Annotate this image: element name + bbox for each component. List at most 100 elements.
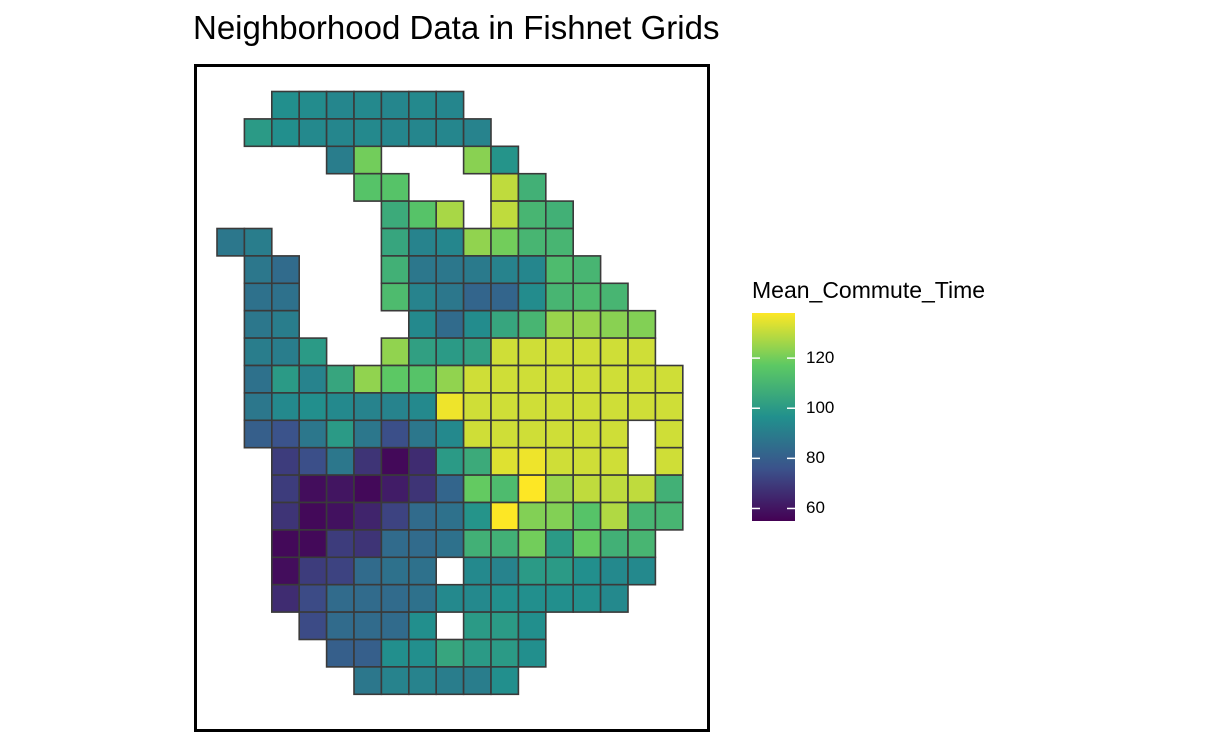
chart-title: Neighborhood Data in Fishnet Grids — [193, 9, 720, 46]
grid-cell — [435, 666, 465, 696]
grid-cell — [407, 255, 437, 285]
grid-cell — [490, 200, 520, 230]
grid-cell — [544, 474, 574, 504]
grid-cell — [435, 583, 465, 613]
grid-cell — [435, 309, 465, 339]
grid-cell — [270, 309, 300, 339]
grid-cell — [270, 392, 300, 422]
grid-cell — [353, 118, 383, 148]
grid-cell — [654, 501, 684, 531]
grid-cell — [572, 583, 602, 613]
grid-cell — [353, 90, 383, 120]
grid-cell — [325, 419, 355, 449]
grid-cell — [270, 90, 300, 120]
grid-cell — [243, 364, 273, 394]
grid-cell — [599, 419, 629, 449]
grid-cell — [435, 529, 465, 559]
grid-cell — [544, 583, 574, 613]
grid-cell — [435, 282, 465, 312]
grid-cell — [572, 419, 602, 449]
grid-cell — [270, 556, 300, 586]
grid-cell — [407, 419, 437, 449]
grid-cell — [627, 556, 657, 586]
grid-cell — [572, 474, 602, 504]
grid-cell — [380, 118, 410, 148]
grid-cell — [353, 638, 383, 668]
legend-tick-label: 100 — [806, 398, 835, 418]
map-panel — [194, 64, 710, 732]
grid-cell — [325, 392, 355, 422]
grid-cell — [380, 529, 410, 559]
grid-cell — [380, 446, 410, 476]
grid-cell — [243, 255, 273, 285]
grid-cell — [517, 364, 547, 394]
grid-cell — [572, 556, 602, 586]
grid-cell — [654, 392, 684, 422]
grid-cell — [243, 118, 273, 148]
grid-cell — [462, 255, 492, 285]
grid-cell — [325, 529, 355, 559]
grid-cell — [298, 583, 328, 613]
grid-cell — [544, 227, 574, 257]
grid-cell — [243, 282, 273, 312]
grid-cell — [599, 583, 629, 613]
grid-cell — [407, 666, 437, 696]
grid-cell — [544, 501, 574, 531]
grid-cell — [270, 282, 300, 312]
grid-cell — [462, 556, 492, 586]
grid-cell — [298, 118, 328, 148]
grid-cell — [517, 337, 547, 367]
grid-cell — [380, 255, 410, 285]
grid-cell — [380, 583, 410, 613]
grid-cell — [544, 337, 574, 367]
grid-cell — [435, 419, 465, 449]
grid-cell — [353, 364, 383, 394]
grid-cell — [298, 556, 328, 586]
grid-cell — [572, 392, 602, 422]
grid-cell — [353, 145, 383, 175]
grid-cell — [599, 309, 629, 339]
grid-cell — [435, 118, 465, 148]
legend-tick-label: 120 — [806, 348, 835, 368]
grid-cell — [490, 227, 520, 257]
grid-cell — [325, 145, 355, 175]
grid-cell — [380, 90, 410, 120]
grid-cell — [517, 501, 547, 531]
grid-cell — [462, 282, 492, 312]
grid-cell — [517, 255, 547, 285]
grid-cell — [380, 611, 410, 641]
grid-cell — [572, 309, 602, 339]
grid-cell — [490, 145, 520, 175]
grid-cell — [407, 556, 437, 586]
grid-cell — [462, 583, 492, 613]
grid-cell — [325, 90, 355, 120]
grid-cell — [517, 529, 547, 559]
legend-title: Mean_Commute_Time — [752, 277, 986, 303]
grid-cell — [490, 611, 520, 641]
grid-cell — [353, 666, 383, 696]
grid-cell — [353, 501, 383, 531]
grid-cell — [462, 501, 492, 531]
grid-cell — [544, 556, 574, 586]
grid-cell — [325, 118, 355, 148]
grid-cell — [243, 392, 273, 422]
grid-cell — [353, 446, 383, 476]
grid-cell — [298, 446, 328, 476]
grid-cell — [517, 556, 547, 586]
grid-cell — [435, 364, 465, 394]
grid-cell — [517, 611, 547, 641]
grid-cell — [517, 419, 547, 449]
grid-cell — [462, 364, 492, 394]
grid-cell — [407, 364, 437, 394]
grid-cell — [298, 611, 328, 641]
grid-cell — [627, 474, 657, 504]
grid-cell — [517, 474, 547, 504]
grid-cell — [490, 529, 520, 559]
grid-cell — [517, 446, 547, 476]
grid-cell — [544, 419, 574, 449]
grid-cell — [270, 118, 300, 148]
grid-cell — [627, 392, 657, 422]
grid-cell — [353, 556, 383, 586]
grid-cell — [462, 392, 492, 422]
grid-cell — [462, 419, 492, 449]
